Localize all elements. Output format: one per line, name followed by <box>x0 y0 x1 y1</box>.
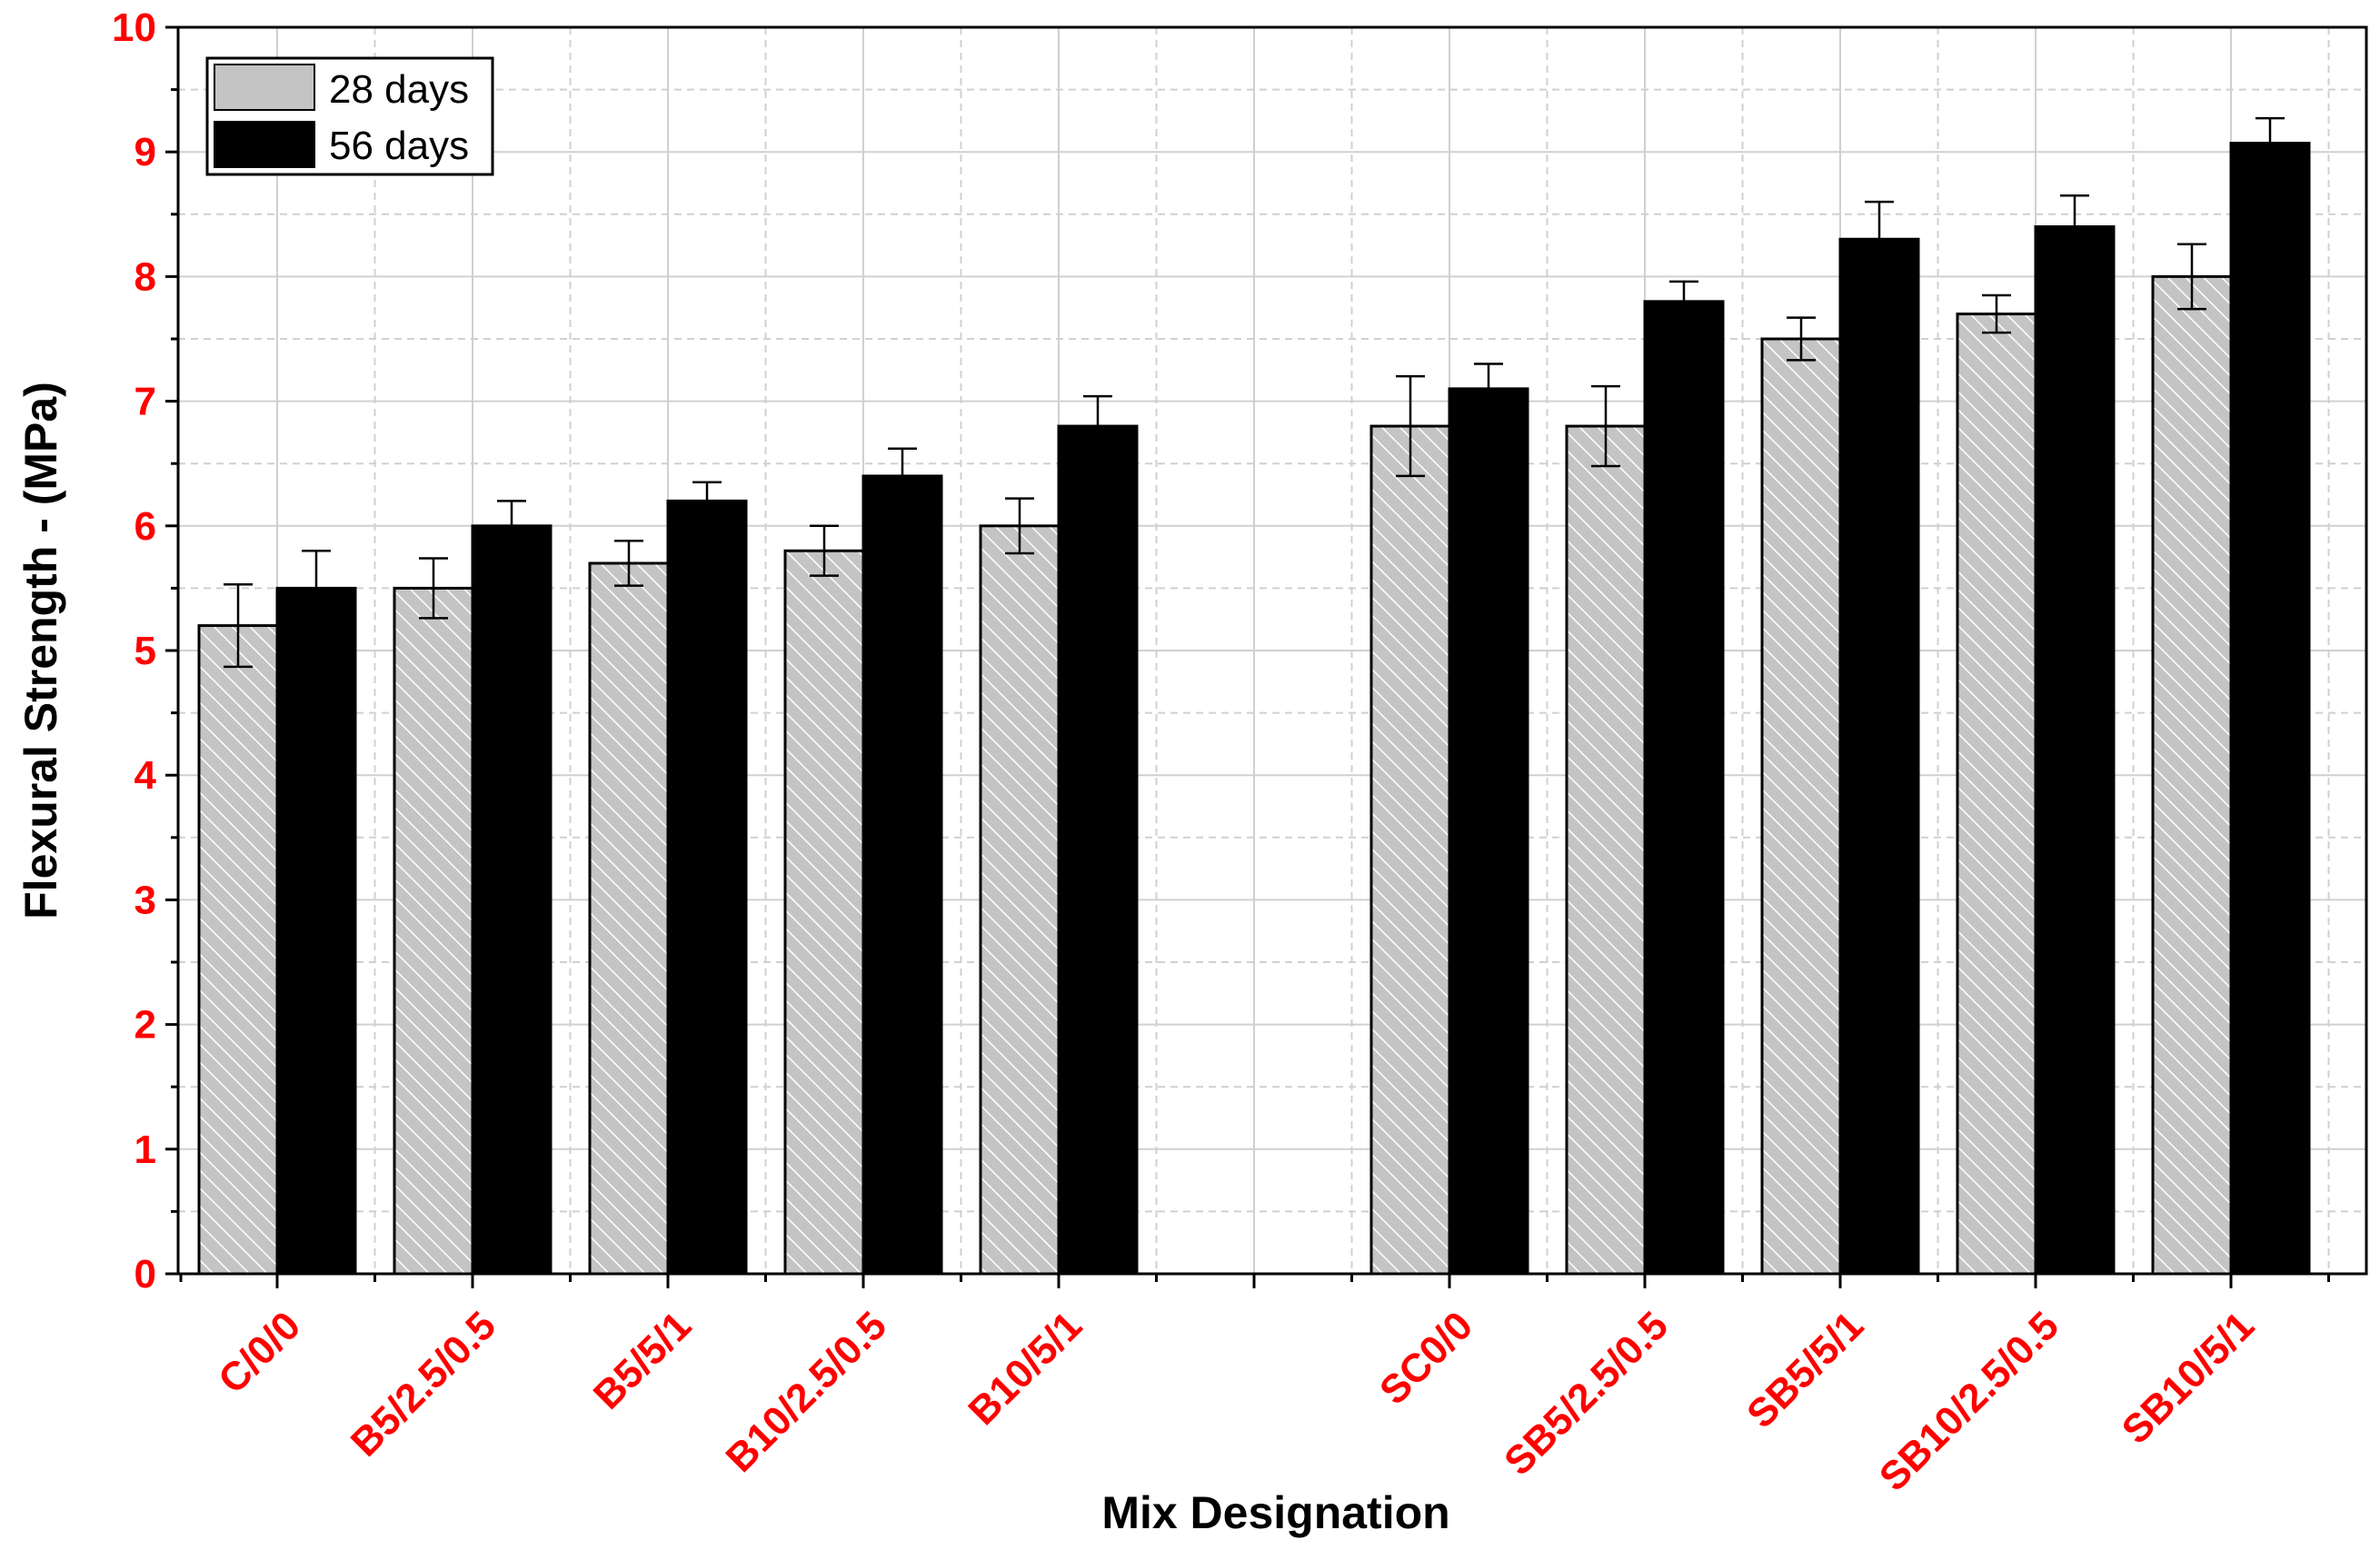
bar-28-days <box>588 561 670 1276</box>
bar-56-days <box>2034 225 2116 1276</box>
bar-28-days <box>1565 424 1647 1276</box>
y-tick-label: 3 <box>134 878 156 922</box>
x-tick-label: B5/2.5/0.5 <box>343 1303 504 1465</box>
y-tick-label: 4 <box>134 753 157 798</box>
bar-56-days <box>275 586 357 1276</box>
y-tick-label: 1 <box>134 1128 156 1172</box>
bar-56-days <box>861 474 943 1276</box>
y-tick-label: 6 <box>134 504 156 549</box>
x-tick-label: B10/5/1 <box>960 1303 1090 1434</box>
bar-56-days <box>471 524 553 1276</box>
y-tick-label: 10 <box>112 5 156 50</box>
bar-28-days <box>783 549 865 1276</box>
legend-swatch-56-days <box>214 121 315 168</box>
bar-56-days <box>1838 237 1920 1276</box>
y-tick-label: 8 <box>134 254 156 299</box>
x-tick-label: SC0/0 <box>1371 1303 1481 1413</box>
y-tick-label: 0 <box>134 1252 156 1297</box>
legend-label-56-days: 56 days <box>329 124 469 168</box>
y-axis-title: Flexural Strength - (MPa) <box>15 382 66 919</box>
legend-label-28-days: 28 days <box>329 67 469 112</box>
x-tick-label: B5/5/1 <box>585 1303 700 1417</box>
bar-28-days <box>979 524 1061 1276</box>
y-tick-label: 9 <box>134 130 156 174</box>
bar-28-days <box>1760 337 1842 1276</box>
x-axis: C/0/0 B5/2.5/0.5 B5/5/1 B10/2.5/0.5 B10/5/1 S… <box>179 1274 2330 1500</box>
y-tick-label: 7 <box>134 380 156 424</box>
x-tick-label: SB5/5/1 <box>1738 1303 1872 1436</box>
x-tick-label: SB10/2.5/0.5 <box>1871 1303 2067 1499</box>
bar-56-days <box>2229 142 2311 1276</box>
x-tick-label: B10/2.5/0.5 <box>718 1303 896 1481</box>
bar-56-days <box>1643 300 1725 1276</box>
bar-56-days <box>1448 387 1529 1276</box>
bar-28-days <box>197 624 279 1276</box>
bars <box>197 142 2311 1276</box>
bar-56-days <box>1057 424 1139 1276</box>
x-axis-title: Mix Designation <box>1101 1487 1449 1538</box>
bar-28-days <box>393 586 474 1276</box>
error-bars <box>224 116 2285 669</box>
bar-56-days <box>666 499 748 1276</box>
x-tick-label: SB10/5/1 <box>2114 1303 2263 1452</box>
y-axis: 0 1 2 3 4 5 6 7 8 9 10 <box>112 5 178 1297</box>
bar-28-days <box>2151 274 2233 1276</box>
bar-28-days <box>1956 313 2037 1276</box>
y-tick-label: 5 <box>134 629 156 673</box>
x-tick-label: SB5/2.5/0.5 <box>1496 1303 1677 1484</box>
y-tick-label: 2 <box>134 1003 156 1048</box>
bar-28-days <box>1369 424 1451 1276</box>
x-tick-label: C/0/0 <box>210 1303 309 1402</box>
legend: 28 days 56 days <box>205 56 494 176</box>
legend-swatch-28-days <box>214 64 315 111</box>
